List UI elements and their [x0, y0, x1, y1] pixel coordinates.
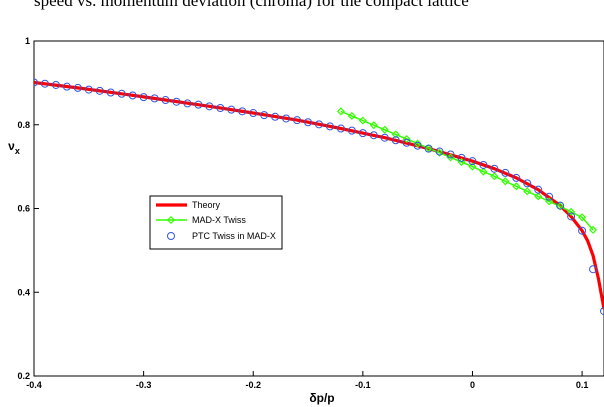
madx-twiss-point [391, 130, 400, 139]
madx-twiss-point [534, 192, 543, 201]
x-tick-label: -0.1 [355, 380, 371, 390]
madx-twiss-point [402, 134, 411, 144]
x-tick-label: 0.1 [576, 380, 589, 390]
ptc-twiss-point [457, 153, 466, 162]
ptc-twiss-point [490, 164, 499, 173]
madx-twiss-point [501, 177, 510, 186]
y-tick-label: 0.4 [17, 287, 30, 297]
ptc-twiss-point [95, 86, 104, 95]
ptc-twiss-point [117, 89, 126, 98]
madx-twiss-point [588, 225, 598, 234]
ptc-twiss-point [589, 265, 598, 274]
ptc-twiss-point [238, 107, 247, 116]
madx-twiss-point [556, 202, 565, 211]
y-tick-label: 0.2 [17, 371, 30, 381]
ptc-twiss-point [194, 100, 203, 109]
madx-twiss-point [468, 162, 477, 171]
ptc-twiss-point [139, 93, 148, 102]
madx-twiss-point [358, 116, 367, 125]
ptc-twiss-point [304, 118, 313, 127]
ptc-twiss-point [391, 136, 400, 145]
madx-twiss-point [545, 197, 554, 206]
ptc-twiss-point [84, 85, 93, 94]
ptc-twiss-point [40, 79, 49, 88]
madx-twiss-point [435, 148, 444, 157]
x-tick-label: 0 [470, 380, 475, 390]
ptc-twiss-point [183, 99, 192, 108]
ptc-twiss-point [172, 97, 181, 106]
ptc-twiss-point [413, 141, 422, 150]
ptc-twiss-point [501, 168, 510, 177]
ptc-twiss-point [578, 226, 587, 235]
ptc-twiss-point [512, 173, 521, 182]
ptc-twiss-point [73, 83, 82, 92]
madx-twiss-point [490, 172, 499, 181]
madx-twiss-point [424, 144, 433, 153]
y-tick-label: 0.6 [17, 204, 30, 214]
ptc-twiss-point [205, 102, 214, 111]
legend: Theory MAD-X Twiss PTC Twiss in MAD-X [149, 195, 283, 250]
ptc-twiss-point [282, 114, 291, 123]
ptc-twiss-point [106, 88, 115, 97]
ptc-twiss-point [435, 147, 444, 156]
series-layer [34, 78, 604, 316]
legend-swatch-madx-marker [166, 215, 176, 225]
legend-label: Theory [192, 200, 221, 210]
ptc-twiss-point [34, 78, 38, 87]
madx-twiss-point [347, 111, 356, 121]
ptc-twiss-point [51, 80, 60, 89]
madx-twiss-point [523, 187, 532, 196]
madx-twiss-point [578, 213, 587, 222]
ptc-twiss-point [227, 105, 236, 114]
ptc-twiss-point [315, 120, 323, 129]
axes: -0.4 -0.3 -0.2 -0.1 0 0.1 0.2 0.4 0.6 0.8 1 [17, 36, 588, 390]
x-tick-label: -0.2 [245, 380, 261, 390]
y-tick-label: 0.8 [17, 120, 30, 130]
madx-twiss-point [479, 167, 488, 176]
ptc-twiss-point [556, 201, 565, 210]
ptc-twiss-point [534, 185, 543, 194]
x-tick-label: -0.4 [26, 380, 42, 390]
ptc-twiss-point [380, 133, 389, 142]
ptc-twiss-point [150, 94, 159, 103]
ptc-twiss-point [293, 116, 302, 125]
ptc-twiss-point [369, 131, 378, 140]
ptc-twiss-point [567, 212, 576, 221]
ptc-twiss-point [600, 307, 604, 316]
x-axis-title: δp/p [309, 391, 334, 405]
ptc-twiss-point [358, 129, 367, 138]
ptc-twiss-point [402, 138, 411, 147]
legend-swatch-ptc [167, 232, 175, 240]
madx-twiss-point [380, 125, 389, 134]
madx-twiss-point [512, 182, 521, 191]
ptc-twiss-point [161, 96, 170, 105]
y-axis-title: νx [8, 139, 20, 156]
ptc-twiss-point [479, 160, 488, 169]
y-tick-label: 1 [25, 36, 30, 46]
ptc-twiss-point [325, 122, 334, 131]
ptc-twiss-point [249, 109, 258, 118]
ptc-twiss-point [271, 112, 280, 121]
legend-label: PTC Twiss in MAD-X [192, 231, 276, 241]
header-text-strip: speed vs. momentum deviation (chroma) fo… [0, 0, 604, 22]
ptc-twiss-point [62, 82, 71, 91]
ptc-twiss-point [468, 157, 477, 166]
x-tick-label: -0.3 [136, 380, 152, 390]
ptc-twiss-point [424, 144, 433, 153]
ptc-twiss-point [545, 192, 554, 201]
ptc-twiss-point [216, 104, 225, 112]
madx-twiss-point [446, 153, 455, 162]
madx-twiss-point [369, 121, 378, 130]
header-text: speed vs. momentum deviation (chroma) fo… [34, 0, 469, 10]
ptc-twiss-point [446, 150, 455, 159]
ptc-twiss-point [523, 179, 532, 188]
madx-twiss-point [567, 207, 576, 216]
ptc-twiss-point [128, 91, 137, 100]
madx-twiss-point [336, 107, 345, 116]
ptc-twiss-point [336, 124, 345, 133]
legend-label: MAD-X Twiss [192, 215, 246, 225]
ptc-twiss-point [347, 126, 356, 135]
ptc-twiss-point [260, 111, 269, 120]
